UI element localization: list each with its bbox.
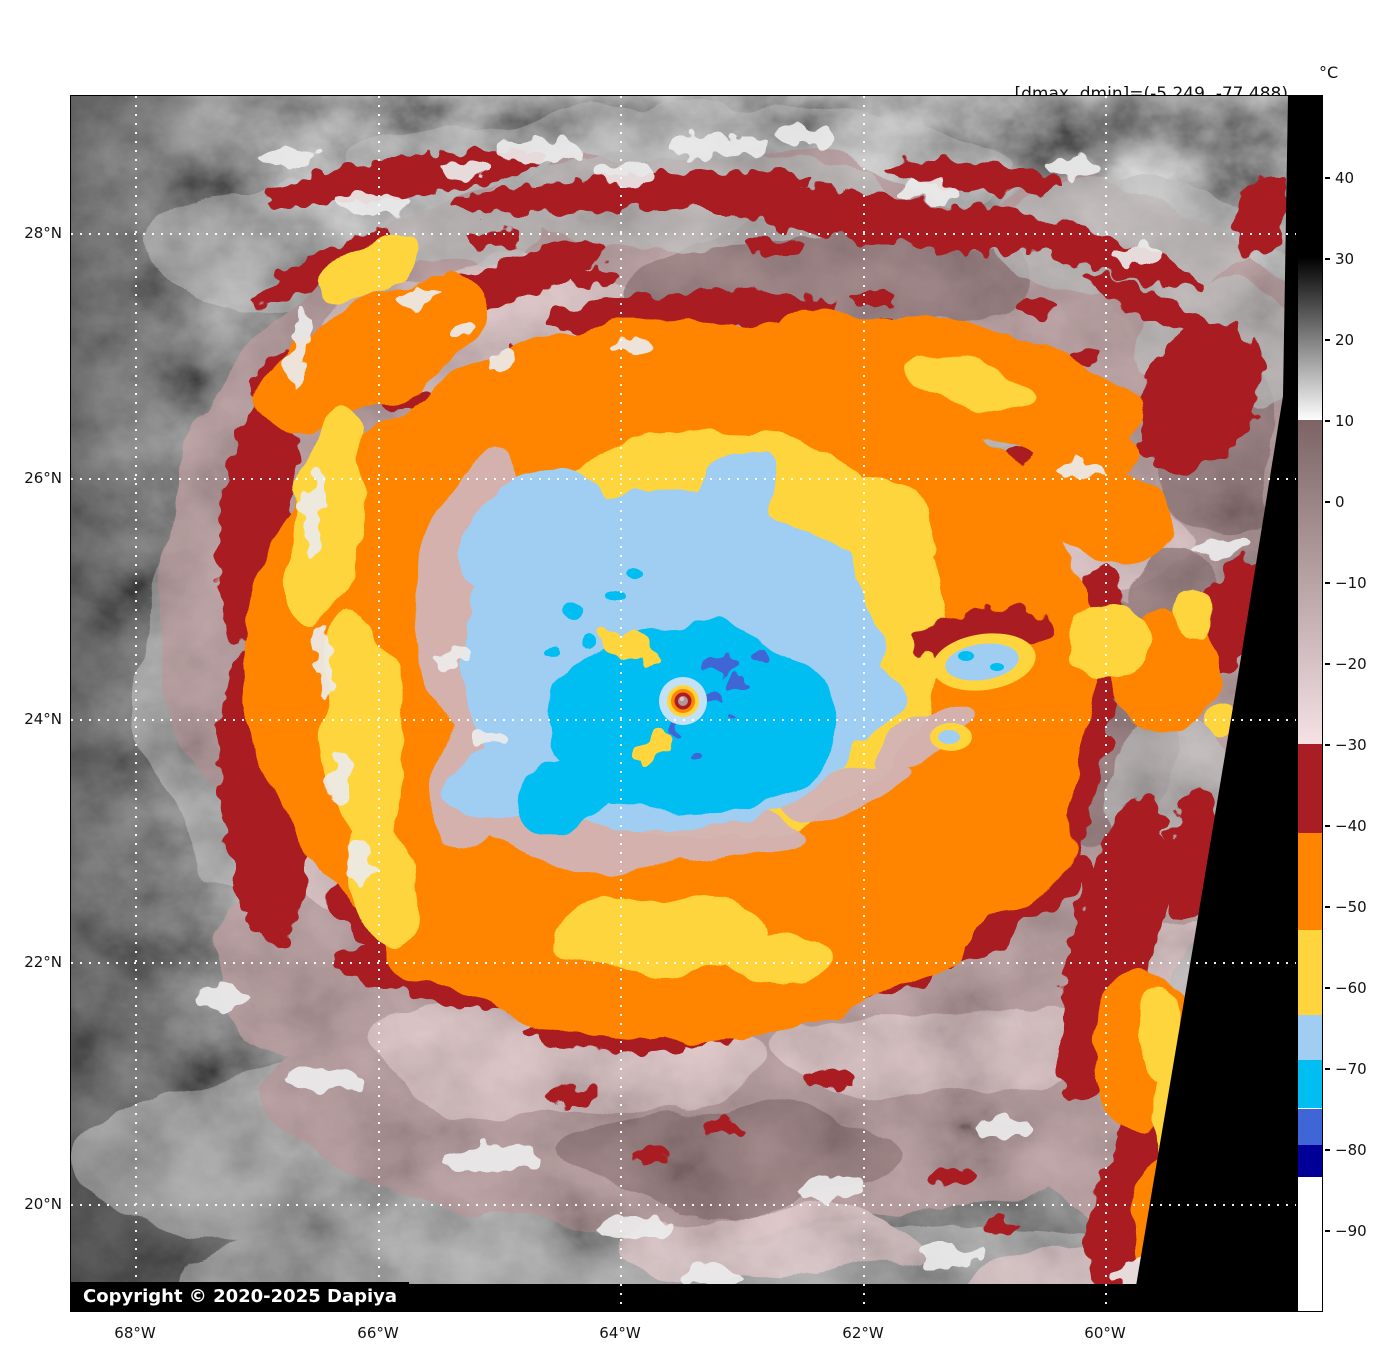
satellite-image bbox=[71, 96, 1296, 1311]
colorbar-segment bbox=[1298, 1108, 1322, 1145]
colorbar-bar bbox=[1297, 95, 1323, 1312]
colorbar-tick-label: −70 bbox=[1335, 1060, 1367, 1078]
colorbar-tickmark bbox=[1325, 258, 1330, 260]
colorbar-tickmark bbox=[1325, 1230, 1330, 1232]
colorbar-segment bbox=[1298, 258, 1322, 420]
colorbar-unit-label: °C bbox=[1319, 63, 1339, 82]
colorbar-tick-label: −50 bbox=[1335, 898, 1367, 916]
lat-tick-label: 22°N bbox=[24, 953, 62, 971]
colorbar-tick-label: 30 bbox=[1335, 250, 1355, 268]
colorbar-tick-label: 10 bbox=[1335, 412, 1355, 430]
cyan-core-layer bbox=[513, 562, 841, 834]
colorbar-tickmark bbox=[1325, 582, 1330, 584]
colorbar-segment bbox=[1298, 1015, 1322, 1060]
no-data-wedge bbox=[1131, 96, 1296, 1311]
colorbar-segment bbox=[1298, 96, 1322, 258]
colorbar-tickmark bbox=[1325, 420, 1330, 422]
colorbar-tickmark bbox=[1325, 744, 1330, 746]
graticule-gridlines bbox=[71, 96, 1296, 1311]
colorbar-segment bbox=[1298, 930, 1322, 1016]
colorbar-tickmark bbox=[1325, 825, 1330, 827]
colorbar-tickmark bbox=[1325, 339, 1330, 341]
east-cold-cell bbox=[914, 608, 1054, 751]
colorbar-segment bbox=[1298, 1059, 1322, 1109]
colorbar-tick-label: −30 bbox=[1335, 736, 1367, 754]
lon-tick-label: 62°W bbox=[842, 1324, 884, 1342]
lat-tick-label: 20°N bbox=[24, 1195, 62, 1213]
lat-tick-label: 24°N bbox=[24, 710, 62, 728]
colorbar-tickmark bbox=[1325, 501, 1330, 503]
lat-tick-label: 26°N bbox=[24, 469, 62, 487]
colorbar-segment bbox=[1298, 833, 1322, 931]
colorbar-segment bbox=[1298, 1177, 1322, 1311]
colorbar-tick-label: −10 bbox=[1335, 574, 1367, 592]
colorbar-tickmark bbox=[1325, 906, 1330, 908]
colorbar-segment bbox=[1298, 744, 1322, 834]
colorbar-tick-label: −90 bbox=[1335, 1222, 1367, 1240]
colorbar-tick-label: 20 bbox=[1335, 331, 1355, 349]
lon-tick-label: 68°W bbox=[114, 1324, 156, 1342]
colorbar-tickmark bbox=[1325, 1068, 1330, 1070]
colorbar-tickmark bbox=[1325, 663, 1330, 665]
copyright-badge: Copyright © 2020-2025 Dapiya bbox=[71, 1282, 410, 1311]
colorbar-segment bbox=[1298, 420, 1322, 744]
colorbar-tick-label: −60 bbox=[1335, 979, 1367, 997]
colorbar-tickmark bbox=[1325, 1149, 1330, 1151]
hurricane-eye bbox=[659, 677, 707, 725]
colorbar-tick-label: −80 bbox=[1335, 1141, 1367, 1159]
colorbar-tickmark bbox=[1325, 177, 1330, 179]
satellite-map: Copyright © 2020-2025 Dapiya bbox=[70, 95, 1297, 1312]
colorbar-segment bbox=[1298, 1144, 1322, 1178]
lon-tick-label: 60°W bbox=[1084, 1324, 1126, 1342]
lon-tick-label: 66°W bbox=[357, 1324, 399, 1342]
eye-center-highlight bbox=[680, 697, 684, 701]
colorbar-tick-label: 0 bbox=[1335, 493, 1345, 511]
colorbar: °C 40 30 20 10 0 −10 −20 −30 −40 −50 −60 −70 −80 −90 bbox=[1297, 63, 1390, 1315]
colorbar-tickmark bbox=[1325, 987, 1330, 989]
colorbar-tick-label: −20 bbox=[1335, 655, 1367, 673]
colorbar-tick-label: −40 bbox=[1335, 817, 1367, 835]
yellow-hooks-near-eye bbox=[602, 629, 673, 763]
colorbar-tick-label: 40 bbox=[1335, 169, 1355, 187]
lat-tick-label: 28°N bbox=[24, 224, 62, 242]
lon-tick-label: 64°W bbox=[599, 1324, 641, 1342]
